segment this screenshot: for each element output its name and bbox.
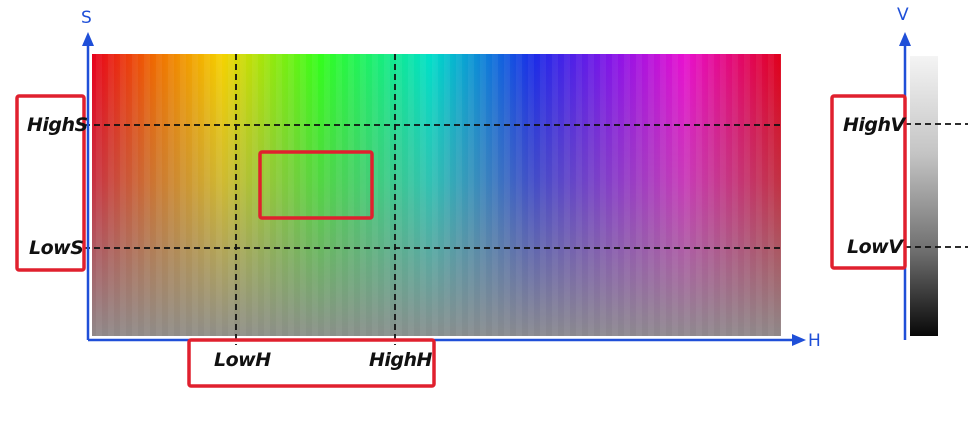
- v-axis-label: V: [897, 5, 909, 25]
- high-v-label: HighV: [843, 114, 905, 136]
- high-h-label: HighH: [369, 349, 432, 371]
- selected-hs-region-box: [258, 150, 374, 220]
- s-threshold-labels-box: [15, 94, 86, 272]
- low-s-label: LowS: [29, 237, 84, 259]
- h-axis-label: H: [808, 331, 821, 351]
- low-h-label: LowH: [214, 349, 271, 371]
- s-axis-arrowhead-icon: [82, 32, 94, 46]
- h-threshold-labels-box: [187, 338, 436, 388]
- value-gradient-strip: [910, 56, 938, 336]
- h-axis-arrowhead-icon: [792, 334, 806, 346]
- hue-saturation-field: [92, 54, 781, 336]
- high-s-label: HighS: [27, 114, 88, 136]
- s-axis-label: S: [81, 8, 92, 28]
- v-axis-arrowhead-icon: [899, 32, 911, 46]
- low-v-label: LowV: [847, 236, 903, 258]
- v-threshold-labels-box: [830, 94, 907, 270]
